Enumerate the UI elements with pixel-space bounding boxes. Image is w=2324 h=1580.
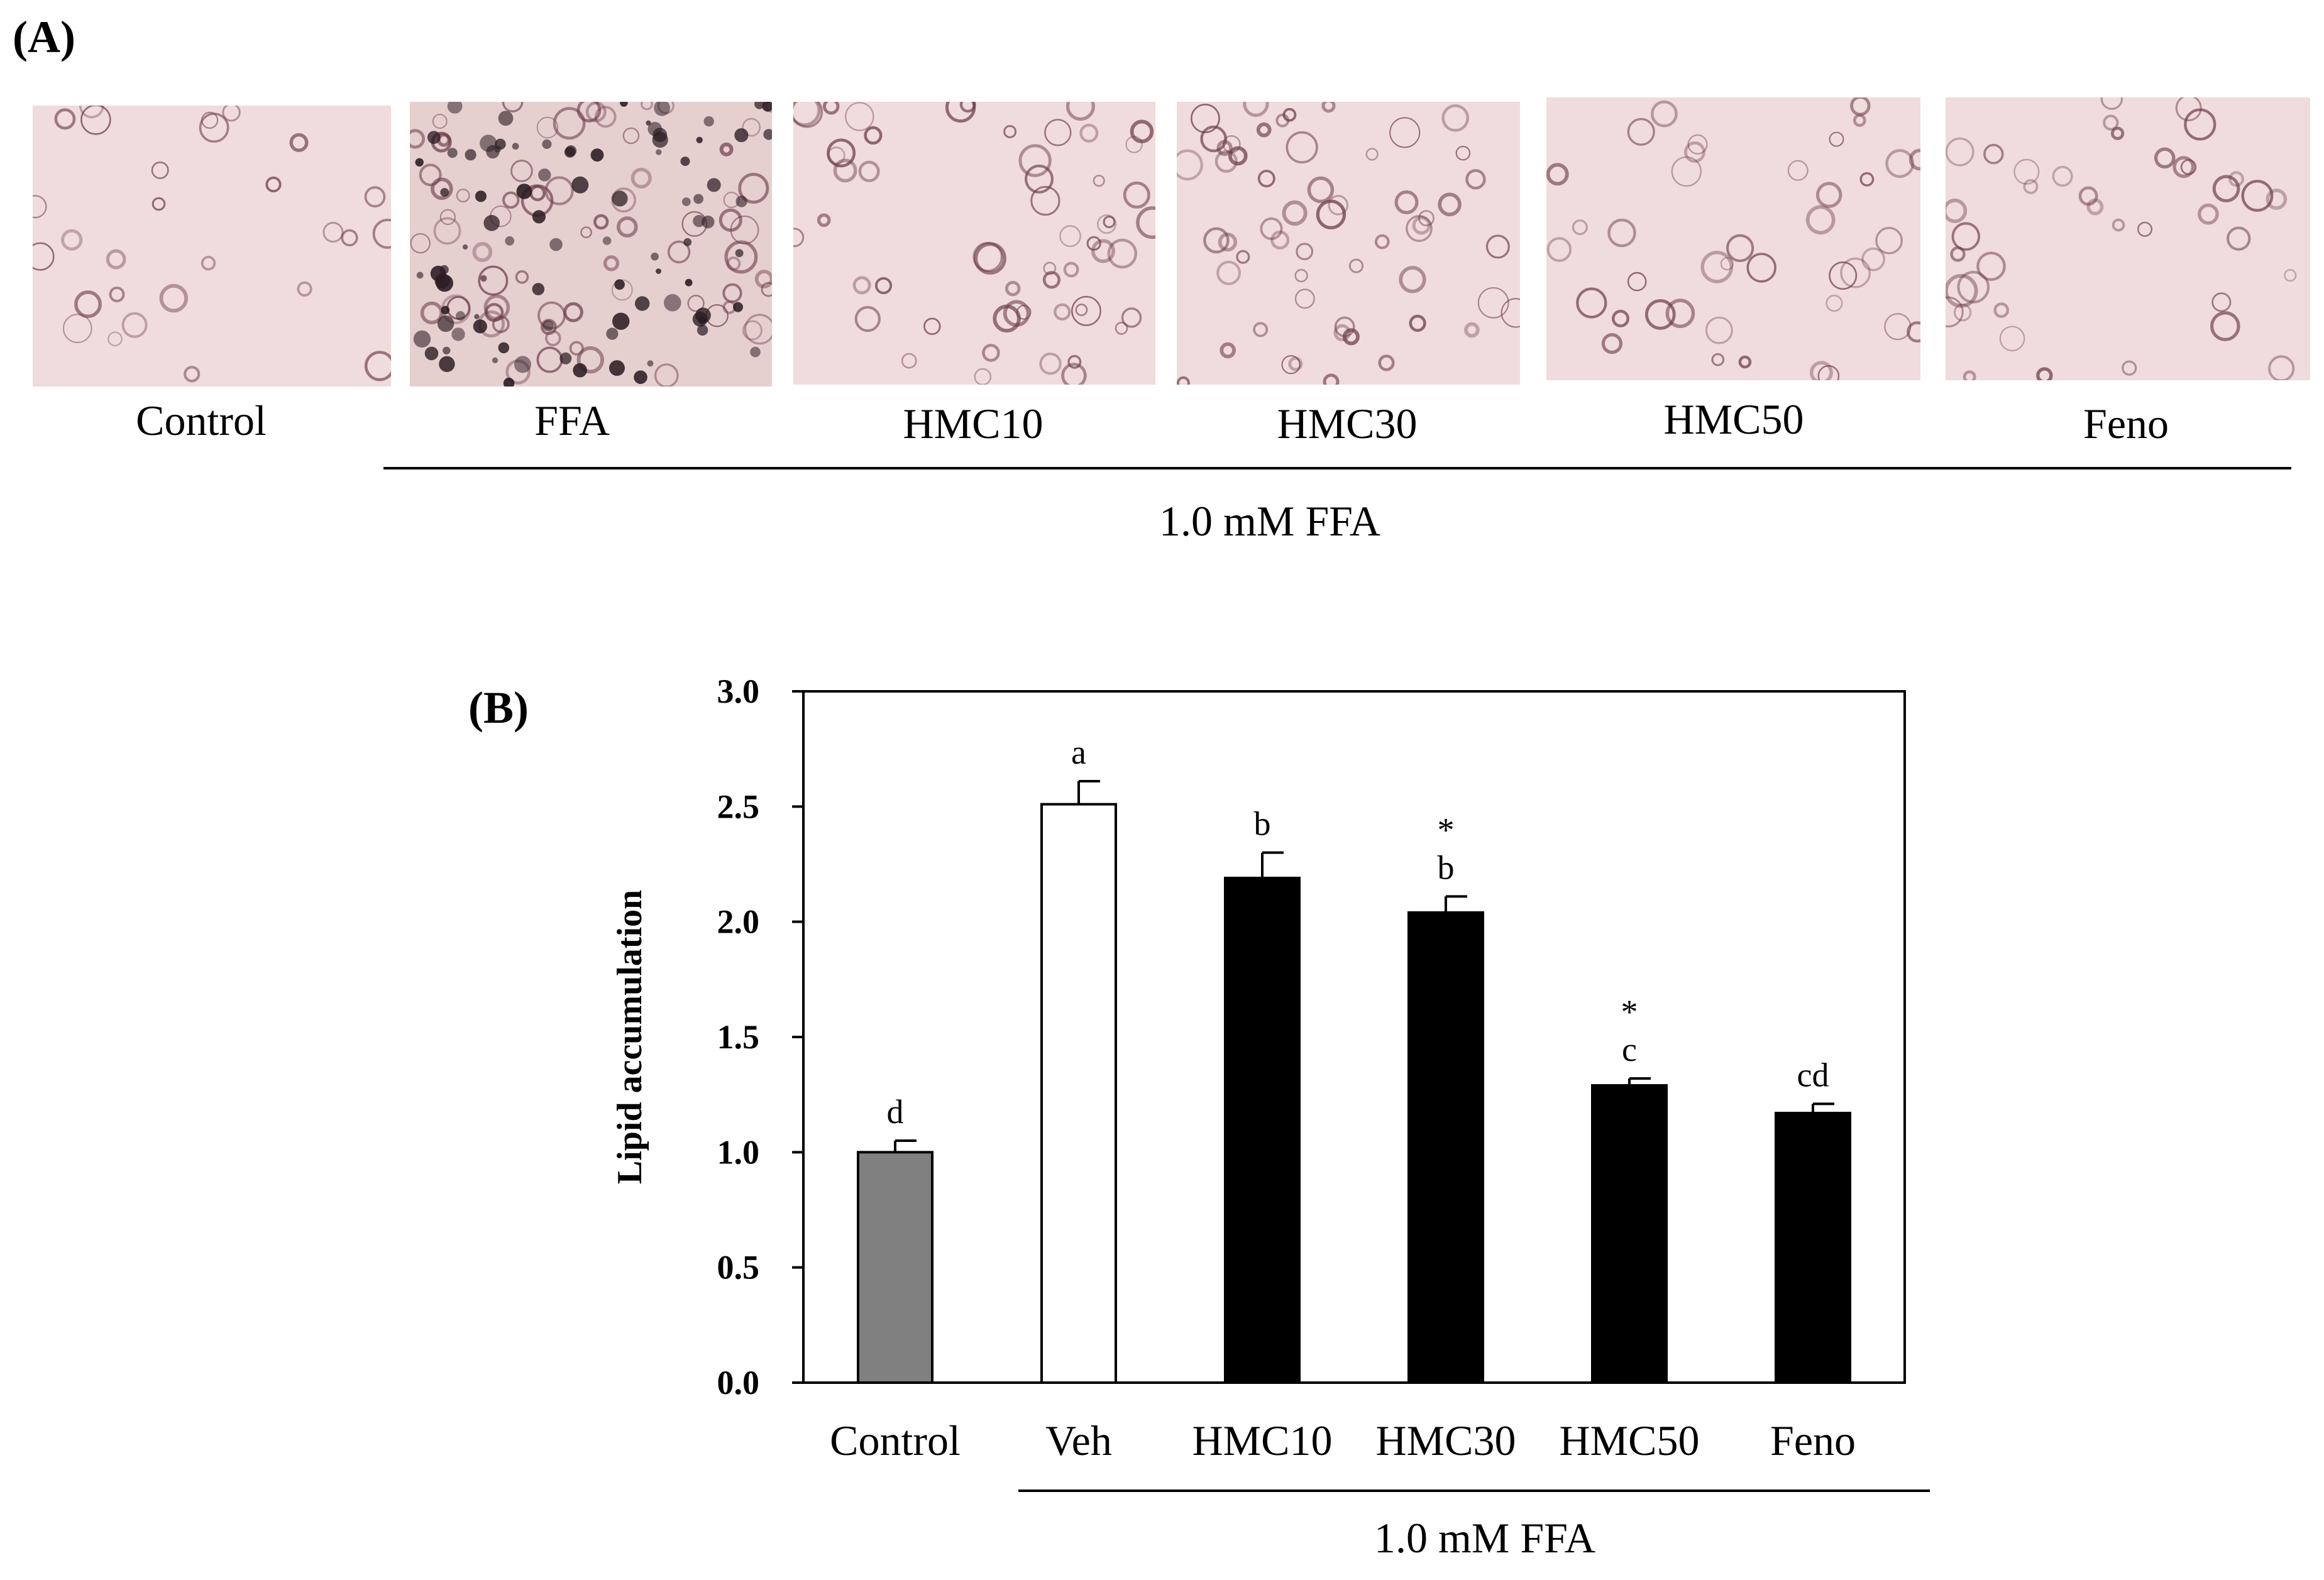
micrograph-label-control: Control (136, 397, 267, 444)
significance-letter: a (1071, 733, 1086, 771)
y-tick-label: 0.0 (717, 1364, 760, 1402)
y-axis-label: Lipid accumulation (610, 890, 649, 1184)
bar-hmc50 (1591, 1084, 1668, 1384)
bar-chart: (B) 0.0 0.5 1.0 1.5 2.0 2.5 3.0 Lipid accumulati… (468, 672, 1930, 1562)
micrograph-hmc50 (1546, 97, 1920, 380)
significance-letter: c (1622, 1031, 1637, 1068)
bar-veh (1040, 803, 1117, 1384)
micrograph-ffa (410, 102, 772, 387)
significance-star: * (1621, 993, 1638, 1031)
y-tick-label: 1.5 (717, 1018, 760, 1056)
micrograph-label-hmc50: HMC50 (1663, 395, 1804, 443)
significance-letter: cd (1797, 1056, 1829, 1094)
panel-a-label: (A) (13, 12, 75, 62)
micrograph-label-feno: Feno (2083, 400, 2169, 447)
micrograph-label-hmc30: HMC30 (1277, 400, 1418, 447)
micrograph-label-ffa: FFA (534, 397, 610, 444)
bar-feno (1775, 1112, 1851, 1384)
panel-b-bracket-label: 1.0 mM FFA (1374, 1514, 1595, 1562)
significance-star: * (1438, 811, 1455, 848)
y-tick-label: 0.5 (717, 1249, 760, 1286)
x-tick-label-veh: Veh (1045, 1417, 1112, 1464)
micrograph-hmc30 (1177, 102, 1520, 385)
x-tick-label-control: Control (830, 1417, 961, 1464)
micrograph-feno (1946, 97, 2310, 380)
significance-letter: b (1254, 805, 1271, 843)
significance-letter: b (1438, 848, 1455, 886)
panel-a-bracket-label: 1.0 mM FFA (1159, 497, 1381, 545)
bar-hmc10 (1224, 877, 1301, 1384)
panel-a-bracket-line (383, 467, 2291, 469)
bar-hmc30 (1407, 911, 1484, 1384)
x-tick-label-hmc50: HMC50 (1560, 1417, 1700, 1464)
x-tick-label-hmc10: HMC10 (1192, 1417, 1333, 1464)
bar-control (857, 1151, 933, 1384)
x-tick-label-feno: Feno (1770, 1417, 1856, 1464)
plot-frame (802, 690, 1906, 1384)
panel-b-label: (B) (468, 683, 529, 733)
micrograph-control (33, 106, 391, 387)
y-tick-label: 1.0 (717, 1133, 760, 1171)
x-tick-label-hmc30: HMC30 (1376, 1417, 1516, 1464)
y-tick-label: 2.0 (717, 903, 760, 941)
y-tick-label: 2.5 (717, 787, 760, 825)
micrograph-label-hmc10: HMC10 (903, 400, 1044, 447)
y-tick-label: 3.0 (717, 672, 760, 710)
significance-letter: d (887, 1093, 904, 1131)
micrograph-hmc10 (793, 102, 1155, 385)
